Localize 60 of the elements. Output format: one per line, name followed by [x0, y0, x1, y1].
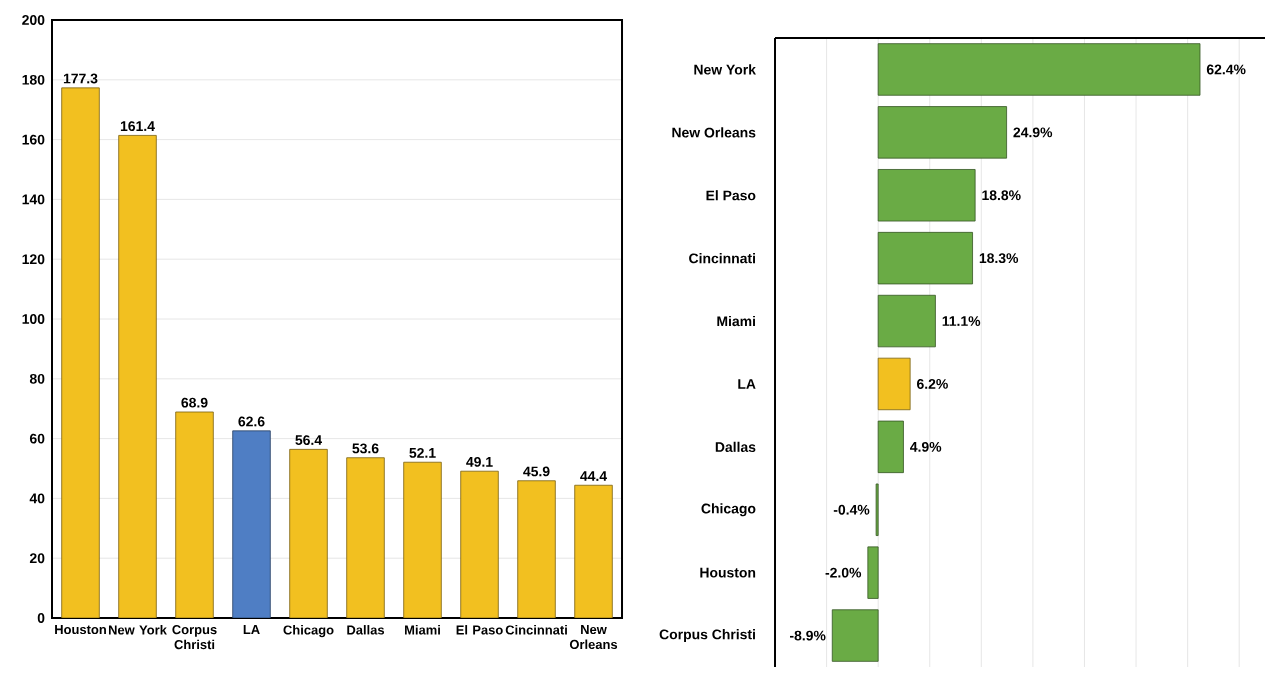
data-label: -2.0%: [825, 567, 862, 578]
y-tick-label: Cincinnati: [689, 253, 755, 264]
y-tick-label: 120: [22, 254, 45, 265]
bar: [877, 106, 1007, 159]
x-tick-label: El Paso: [456, 625, 503, 635]
bar: [867, 546, 879, 599]
data-label: 62.4%: [1206, 64, 1246, 75]
data-label: 4.9%: [910, 441, 942, 452]
y-tick-label: 140: [22, 194, 45, 205]
data-label: 6.2%: [917, 379, 948, 389]
x-tick-label: Miami: [405, 625, 440, 635]
bar: [877, 231, 973, 285]
y-tick-label: 40: [29, 493, 45, 504]
x-tick-label: New York: [108, 625, 167, 635]
data-label: 18.3%: [979, 253, 1019, 264]
x-tick-label: Chicago: [283, 625, 334, 638]
data-label: -8.9%: [789, 630, 826, 641]
bar: [831, 609, 879, 662]
y-tick-label: 60: [29, 433, 45, 444]
data-label: 49.1: [466, 456, 493, 467]
x-tick-label: Dallas: [347, 625, 385, 635]
data-label: 45.9: [523, 466, 550, 477]
data-label: 56.4: [295, 435, 323, 445]
bar: [877, 420, 904, 474]
y-tick-label: 100: [22, 314, 45, 324]
data-label: 24.9%: [1013, 127, 1053, 138]
data-label: 53.6: [352, 443, 379, 454]
x-tick-label: Houston: [55, 625, 106, 635]
y-tick-label: 20: [29, 553, 45, 564]
x-tick-label: Cincinnati: [505, 625, 567, 635]
y-tick-label: Miami: [717, 315, 755, 327]
data-label: 11.1%: [942, 316, 981, 326]
data-label: 18.8%: [982, 190, 1021, 201]
y-tick-label: Houston: [700, 567, 756, 578]
data-label: 62.6: [238, 416, 265, 427]
y-tick-label: Dallas: [715, 441, 756, 452]
data-label: -0.4%: [833, 504, 870, 515]
y-tick-label: 160: [22, 134, 45, 145]
y-tick-label: New Orleans: [672, 127, 756, 138]
data-label: 68.9: [181, 397, 208, 408]
x-tick-label: Corpus Christi: [172, 625, 217, 650]
y-tick-label: El Paso: [706, 190, 756, 201]
y-tick-label: New York: [694, 64, 756, 75]
x-tick-label: New Orleans: [569, 625, 618, 650]
bar: [877, 169, 976, 222]
bar: [877, 43, 1201, 96]
y-tick-label: LA: [738, 379, 756, 389]
data-label: 44.4: [580, 471, 608, 481]
data-label: 52.1: [409, 447, 436, 458]
x-tick-label: LA: [243, 625, 260, 634]
bar: [877, 294, 936, 348]
data-label: 161.4: [120, 121, 155, 132]
data-label: 177.3: [63, 73, 98, 84]
y-tick-label: 80: [29, 373, 45, 384]
y-tick-label: 0: [37, 613, 45, 623]
y-tick-label: 200: [22, 15, 45, 25]
y-tick-label: Chicago: [701, 503, 756, 517]
bar: [875, 483, 879, 536]
bar: [877, 357, 911, 411]
y-tick-label: 180: [22, 74, 45, 85]
